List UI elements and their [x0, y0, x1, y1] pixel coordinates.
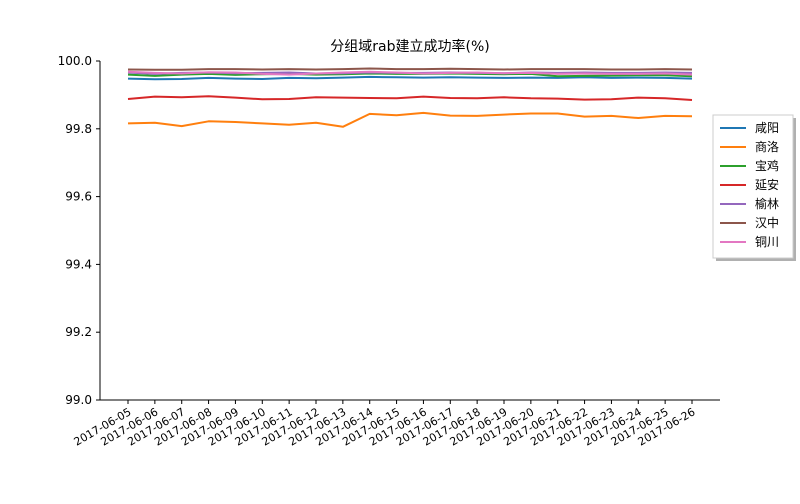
legend-box [713, 115, 793, 258]
plot-area [128, 69, 692, 127]
legend-label: 商洛 [755, 139, 779, 154]
y-tick-label: 99.6 [65, 190, 92, 204]
legend-label: 榆林 [755, 196, 779, 211]
legend-label: 铜川 [755, 234, 779, 249]
y-tick-label: 99.8 [65, 122, 92, 136]
y-tick-label: 100.0 [58, 54, 92, 68]
y-tick-label: 99.4 [65, 257, 92, 271]
legend-label: 宝鸡 [755, 158, 779, 173]
series-line-2 [128, 113, 692, 127]
series-line-1 [128, 77, 692, 79]
legend-label: 咸阳 [755, 121, 779, 135]
series-line-4 [128, 96, 692, 100]
series-line-6 [128, 69, 692, 70]
x-axis: 2017-06-052017-06-062017-06-072017-06-08… [72, 400, 698, 449]
chart-title: 分组域rab建立成功率(%) [330, 38, 489, 55]
y-tick-label: 99.0 [65, 393, 92, 407]
legend-label: 延安 [755, 177, 779, 192]
legend-label: 汉中 [755, 215, 779, 230]
y-axis: 99.0 99.2 99.4 99.6 99.8 100.0 [58, 54, 100, 407]
y-tick-label: 99.2 [65, 325, 92, 339]
